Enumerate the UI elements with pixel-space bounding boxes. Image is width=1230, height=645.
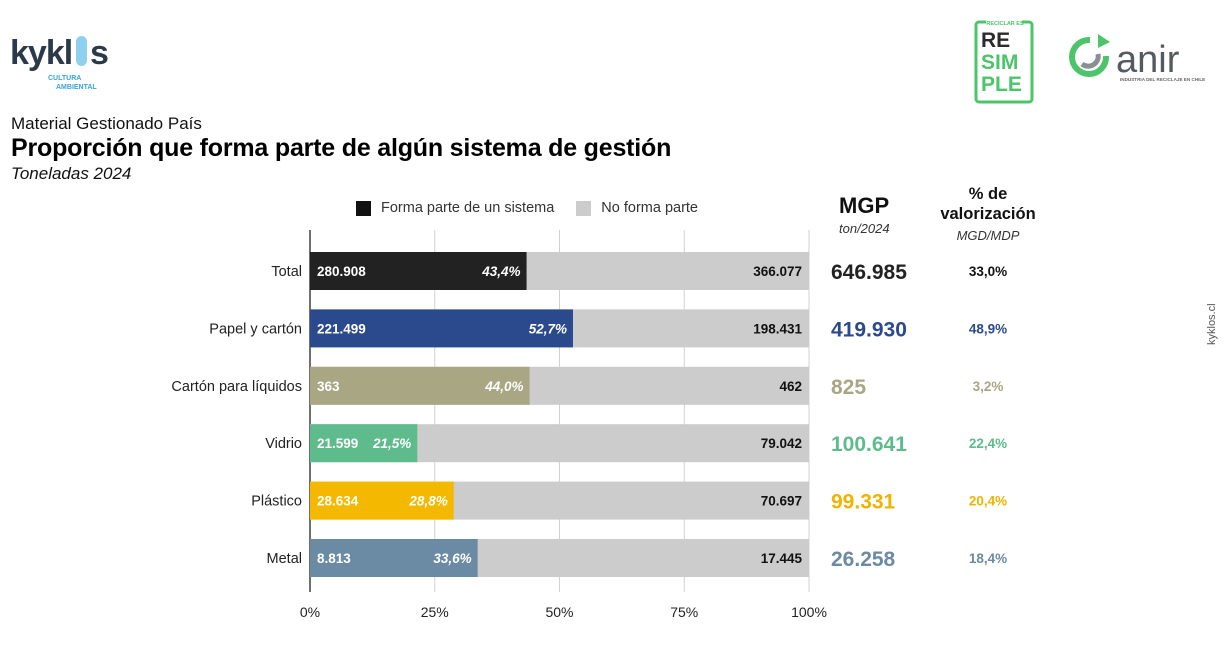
anir-logo: anir INDUSTRIA DEL RECICLAJE EN CHILE	[1069, 34, 1205, 82]
bar-forma-parte	[310, 309, 573, 348]
forma-parte-value-label: 221.499	[317, 321, 366, 336]
no-forma-parte-value-label: 462	[779, 379, 802, 394]
anir-tagline: INDUSTRIA DEL RECICLAJE EN CHILE	[1120, 77, 1205, 82]
category-label: Cartón para líquidos	[171, 379, 302, 395]
anir-name: anir	[1116, 39, 1180, 81]
bar-forma-parte	[310, 539, 478, 577]
valorizacion-header-line-1: % de	[968, 185, 1008, 203]
resimple-line3: PLE	[981, 73, 1022, 96]
x-tick-label: 50%	[545, 604, 573, 620]
category-label: Vidrio	[265, 436, 302, 452]
resimple-line1: RE	[981, 29, 1010, 52]
forma-parte-value-label: 8.813	[317, 551, 351, 566]
kyklos-logo: kykl s CULTURA AMBIENTAL	[10, 34, 109, 91]
resimple-line2: SIM	[981, 51, 1018, 74]
chart-kicker: Material Gestionado País	[11, 114, 202, 133]
legend-swatch-forma-parte	[356, 200, 371, 216]
legend-label-no-forma-parte: No forma parte	[601, 200, 698, 216]
valorizacion-value: 20,4%	[969, 494, 1007, 509]
pct-label: 33,6%	[433, 551, 471, 566]
mgp-value: 646.985	[831, 261, 907, 284]
valorizacion-value: 18,4%	[969, 551, 1007, 566]
mgp-value: 26.258	[831, 548, 896, 571]
category-label: Metal	[267, 551, 302, 567]
resimple-top-text: RECICLAR ES	[986, 21, 1024, 27]
bar-forma-parte	[310, 481, 454, 520]
valorizacion-value: 48,9%	[969, 321, 1007, 336]
chart-title: Proporción que forma parte de algún sist…	[11, 134, 672, 162]
mgp-column-header: MGP	[839, 193, 890, 218]
pct-label: 44,0%	[484, 379, 523, 394]
category-label: Plástico	[251, 494, 302, 510]
svg-text:kykl: kykl	[10, 34, 72, 72]
pct-label: 28,8%	[408, 494, 447, 509]
no-forma-parte-value-label: 79.042	[761, 436, 802, 451]
no-forma-parte-value-label: 198.431	[753, 321, 802, 336]
no-forma-parte-value-label: 70.697	[761, 494, 802, 509]
mgp-value: 825	[831, 376, 866, 399]
mgp-value: 419.930	[831, 318, 907, 341]
valorizacion-column-header: % de valorización	[928, 184, 1048, 224]
x-tick-label: 75%	[670, 604, 698, 620]
x-tick-label: 100%	[791, 604, 827, 620]
mgp-column-subheader: ton/2024	[839, 221, 890, 236]
valorizacion-column-subheader: MGD/MDP	[956, 228, 1020, 243]
valorizacion-value: 22,4%	[969, 436, 1007, 451]
kyklos-tagline-1: CULTURA	[48, 75, 81, 82]
bar-forma-parte	[310, 424, 418, 463]
valorizacion-value: 3,2%	[973, 379, 1004, 394]
pct-label: 43,4%	[481, 264, 520, 279]
legend-label-forma-parte: Forma parte de un sistema	[381, 200, 555, 216]
x-tick-label: 0%	[300, 604, 320, 620]
x-tick-label: 25%	[421, 604, 449, 620]
svg-text:s: s	[90, 34, 109, 72]
no-forma-parte-value-label: 17.445	[761, 551, 803, 566]
pct-label: 52,7%	[529, 321, 567, 336]
chart-subtitle: Toneladas 2024	[11, 164, 132, 183]
mgp-value: 100.641	[831, 433, 907, 456]
no-forma-parte-value-label: 366.077	[753, 264, 802, 279]
chart-legend: Forma parte de un sistema No forma parte	[356, 200, 720, 216]
legend-item-forma-parte: Forma parte de un sistema	[356, 200, 554, 216]
forma-parte-value-label: 363	[317, 379, 340, 394]
resimple-logo: RECICLAR ES RE SIM PLE	[974, 18, 1034, 104]
valorizacion-value: 33,0%	[969, 264, 1007, 279]
forma-parte-value-label: 28.634	[317, 494, 359, 509]
category-label: Papel y cartón	[209, 321, 302, 337]
pct-label: 21,5%	[372, 436, 411, 451]
valorizacion-header-line-2: valorización	[940, 205, 1036, 223]
legend-item-no-forma-parte: No forma parte	[576, 200, 698, 216]
legend-swatch-no-forma-parte	[576, 200, 592, 216]
bar-forma-parte	[310, 252, 527, 290]
forma-parte-value-label: 280.908	[317, 264, 366, 279]
kyklos-tagline-2: AMBIENTAL	[56, 84, 97, 91]
bar-forma-parte	[310, 366, 530, 405]
forma-parte-value-label: 21.599	[317, 436, 358, 451]
category-label: Total	[271, 264, 302, 280]
mgp-value: 99.331	[831, 491, 896, 514]
